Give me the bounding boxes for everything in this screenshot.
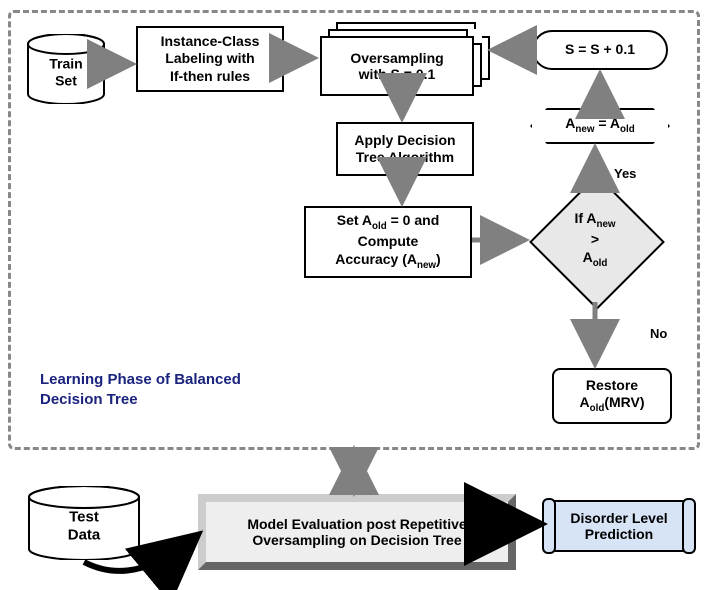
prediction-panel: Disorder Level Prediction bbox=[548, 500, 690, 552]
phase-caption: Learning Phase of Balanced Decision Tree bbox=[40, 370, 300, 409]
no-label: No bbox=[650, 326, 667, 341]
apply-dt-l2: Tree Algorithm bbox=[356, 149, 454, 167]
decision-l2: > bbox=[574, 231, 615, 249]
set-aold-l1: Set Aold = 0 and bbox=[337, 212, 440, 233]
train-set-label-2: Set bbox=[55, 72, 77, 88]
decision-diamond: If Anew > Aold bbox=[529, 174, 661, 306]
a-assign-text: Anew = Aold bbox=[565, 115, 634, 136]
labeling-l1: Instance-Class bbox=[161, 33, 260, 51]
apply-dt-l1: Apply Decision bbox=[354, 132, 455, 150]
train-set-cylinder: Train Set bbox=[24, 34, 108, 104]
test-data-cylinder: Test Data bbox=[24, 486, 144, 560]
labeling-l3: If-then rules bbox=[170, 68, 250, 86]
test-data-label: Test Data bbox=[68, 509, 101, 544]
prediction-l1: Disorder Level bbox=[570, 510, 667, 526]
a-assign-hex: Anew = Aold bbox=[530, 108, 670, 144]
restore-box: Restore Aold(MRV) bbox=[552, 368, 672, 424]
decision-l3: Aold bbox=[574, 249, 615, 270]
prediction-l2: Prediction bbox=[585, 526, 653, 542]
s-update-label: S = S + 0.1 bbox=[565, 41, 635, 59]
model-eval-box: Model Evaluation post Repetitive Oversam… bbox=[198, 494, 516, 570]
s-update-box: S = S + 0.1 bbox=[532, 30, 668, 70]
restore-l2: Aold(MRV) bbox=[579, 394, 644, 415]
set-aold-box: Set Aold = 0 and Compute Accuracy (Anew) bbox=[304, 206, 472, 278]
labeling-box: Instance-Class Labeling with If-then rul… bbox=[136, 26, 284, 92]
train-set-label-1: Train bbox=[49, 56, 82, 72]
yes-label: Yes bbox=[614, 166, 636, 181]
oversampling-stack: Oversampling with S = 0.1 bbox=[320, 22, 486, 92]
set-aold-l2: Compute bbox=[358, 233, 419, 251]
oversample-l1: Oversampling bbox=[350, 50, 443, 66]
oversample-l2: with S = 0.1 bbox=[359, 66, 436, 82]
decision-l1: If Anew bbox=[574, 210, 615, 231]
apply-dt-box: Apply Decision Tree Algorithm bbox=[336, 122, 474, 176]
labeling-l2: Labeling with bbox=[165, 50, 254, 68]
set-aold-l3: Accuracy (Anew) bbox=[335, 251, 440, 272]
model-eval-l1: Model Evaluation post Repetitive bbox=[247, 516, 466, 532]
model-eval-l2: Oversampling on Decision Tree bbox=[252, 532, 461, 548]
restore-l1: Restore bbox=[586, 377, 638, 395]
